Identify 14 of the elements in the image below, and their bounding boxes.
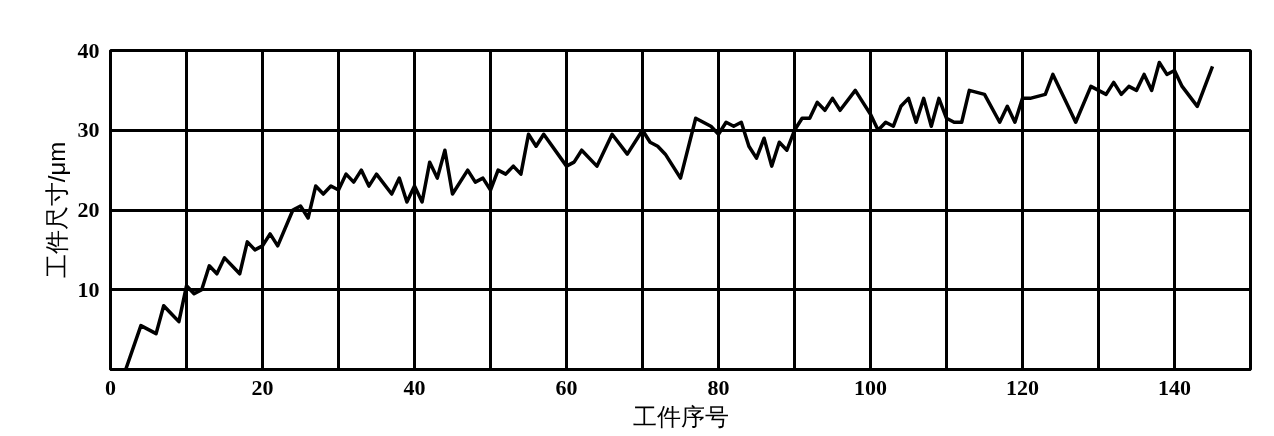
x-tick-label: 40 (403, 374, 426, 400)
y-tick-label: 40 (77, 37, 100, 63)
y-tick-label: 20 (77, 197, 100, 222)
x-tick-label: 120 (1006, 374, 1039, 400)
y-tick-label: 10 (77, 276, 100, 302)
x-tick-label: 140 (1158, 374, 1191, 400)
y-tick-label: 30 (77, 117, 100, 143)
x-tick-label: 80 (707, 374, 730, 400)
x-tick-label: 60 (555, 374, 578, 400)
y-axis-title: 工件尺寸/μm (42, 141, 70, 279)
x-tick-label: 100 (854, 374, 887, 400)
x-tick-label: 0 (105, 374, 116, 400)
x-tick-label: 20 (251, 374, 274, 400)
x-axis-title: 工件序号 (632, 402, 729, 430)
